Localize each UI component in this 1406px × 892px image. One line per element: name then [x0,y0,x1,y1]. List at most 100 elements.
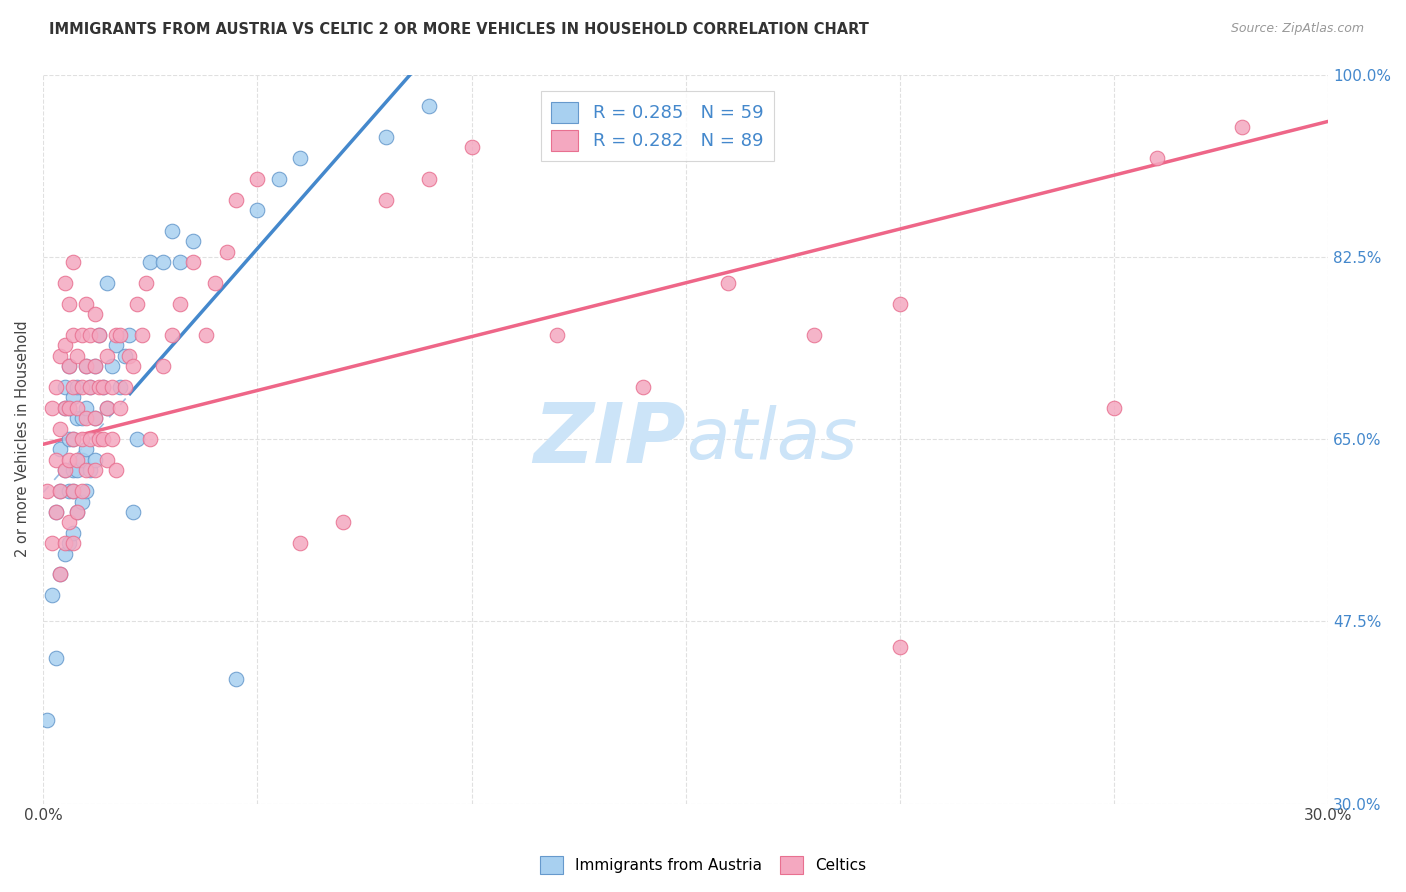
Point [83,359,105,373]
Point [58,536,80,550]
Point [96,276,118,290]
Point [96,349,118,363]
Point [53,401,76,415]
Point [1232,120,1254,134]
Point [105,338,128,352]
Point [62,255,84,269]
Point [66,411,89,425]
Legend: Immigrants from Austria, Celtics: Immigrants from Austria, Celtics [533,850,873,880]
Point [217,244,239,259]
Point [70,380,93,394]
Point [53,547,76,561]
Text: IMMIGRANTS FROM AUSTRIA VS CELTIC 2 OR MORE VEHICLES IN HOUSEHOLD CORRELATION CH: IMMIGRANTS FROM AUSTRIA VS CELTIC 2 OR M… [49,22,869,37]
Point [79,432,101,446]
Point [546,327,568,342]
Point [139,432,162,446]
Point [66,453,89,467]
Point [37,484,59,499]
Point [49,422,72,436]
Point [105,327,128,342]
Point [58,516,80,530]
Point [58,453,80,467]
Point [49,484,72,499]
Point [246,202,269,217]
Point [53,338,76,352]
Point [58,359,80,373]
Point [83,307,105,321]
Point [246,171,269,186]
Point [100,380,122,394]
Legend: R = 0.285   N = 59, R = 0.282   N = 89: R = 0.285 N = 59, R = 0.282 N = 89 [540,91,775,161]
Point [75,401,97,415]
Point [131,327,153,342]
Point [889,640,911,655]
Point [87,380,110,394]
Point [169,296,191,310]
Point [49,442,72,457]
Point [91,380,114,394]
Point [181,255,204,269]
Point [460,140,482,154]
Point [75,463,97,477]
Point [70,432,93,446]
Text: atlas: atlas [686,405,856,474]
Point [114,349,136,363]
Point [58,484,80,499]
Point [87,327,110,342]
Point [105,463,128,477]
Point [37,714,59,728]
Point [803,327,825,342]
Point [49,567,72,582]
Point [79,463,101,477]
Point [62,525,84,540]
Point [62,432,84,446]
Point [290,536,312,550]
Point [75,359,97,373]
Point [290,151,312,165]
Point [110,327,132,342]
Point [53,536,76,550]
Point [225,193,247,207]
Point [204,276,226,290]
Point [169,255,191,269]
Y-axis label: 2 or more Vehicles in Household: 2 or more Vehicles in Household [15,321,30,558]
Point [1102,401,1125,415]
Point [79,380,101,394]
Point [62,391,84,405]
Point [66,505,89,519]
Point [118,349,141,363]
Point [127,432,149,446]
Point [152,359,174,373]
Point [45,650,67,665]
Point [1146,151,1168,165]
Point [160,327,183,342]
Point [53,463,76,477]
Point [160,224,183,238]
Point [139,255,162,269]
Point [66,349,89,363]
Point [631,380,654,394]
Point [889,296,911,310]
Point [267,171,290,186]
Point [87,327,110,342]
Text: Source: ZipAtlas.com: Source: ZipAtlas.com [1230,22,1364,36]
Point [91,380,114,394]
Point [418,171,440,186]
Point [332,516,354,530]
Point [152,255,174,269]
Point [45,380,67,394]
Point [62,327,84,342]
Point [135,276,157,290]
Point [91,432,114,446]
Point [53,380,76,394]
Point [118,327,141,342]
Point [70,494,93,508]
Point [110,380,132,394]
Point [49,567,72,582]
Point [75,484,97,499]
Point [418,99,440,113]
Point [374,130,396,145]
Point [62,380,84,394]
Point [53,463,76,477]
Point [66,505,89,519]
